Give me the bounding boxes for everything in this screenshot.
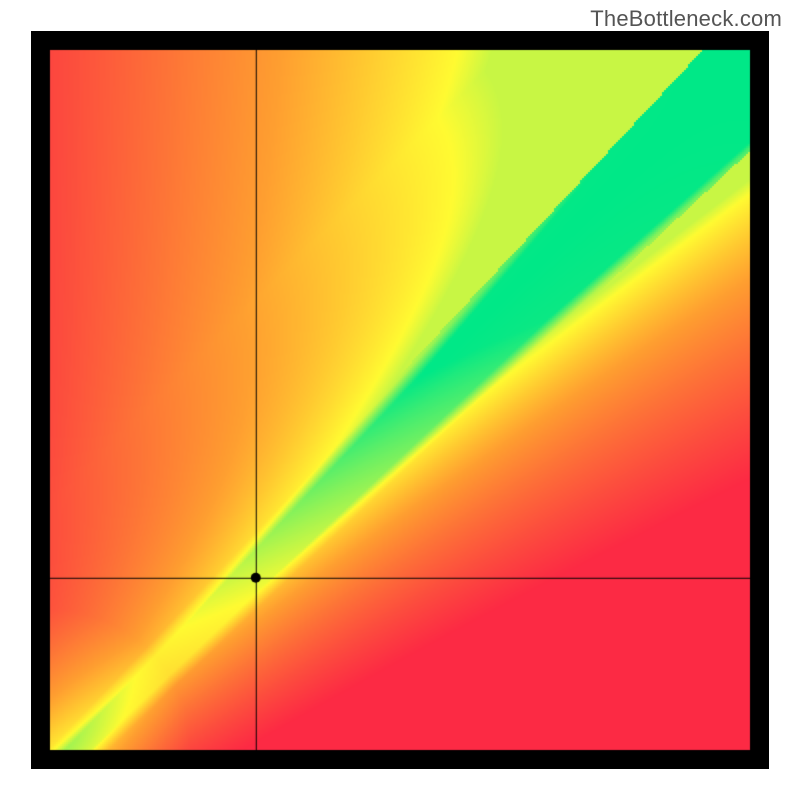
- watermark-text: TheBottleneck.com: [590, 6, 782, 32]
- chart-frame: [31, 31, 769, 769]
- heatmap-canvas: [31, 31, 769, 769]
- chart-container: TheBottleneck.com: [0, 0, 800, 800]
